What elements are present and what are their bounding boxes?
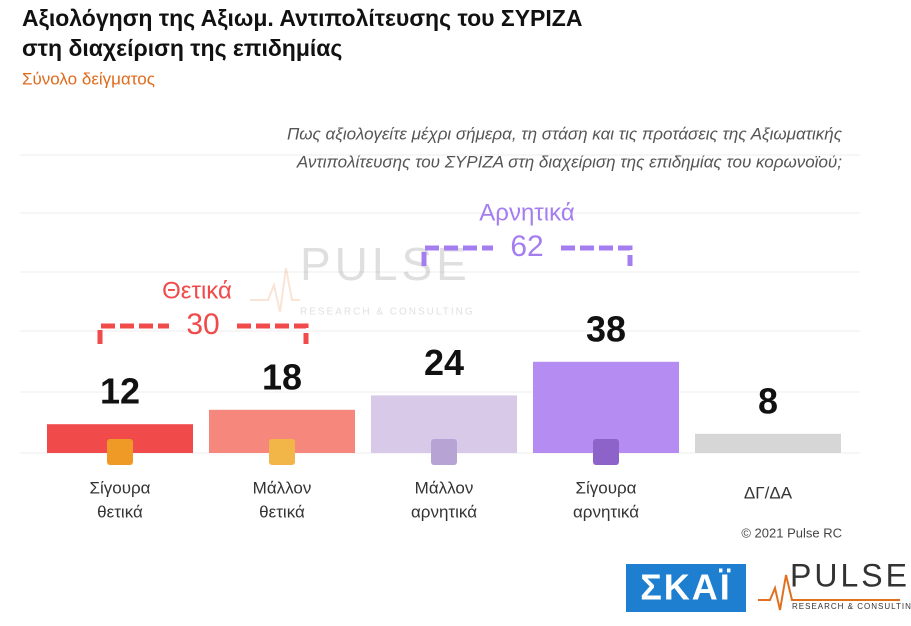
- value-label: 8: [758, 380, 778, 421]
- pollster-tagline: RESEARCH & CONSULTING: [792, 602, 911, 611]
- watermark-tagline: RESEARCH & CONSULTING: [300, 307, 475, 318]
- chart-title: Αξιολόγηση της Αξιωμ. Αντιπολίτευσης του…: [22, 5, 582, 31]
- broadcaster-logo-bg: [626, 564, 746, 612]
- bar: [533, 361, 679, 453]
- x-tick-label: αρνητικά: [573, 502, 639, 521]
- icon: [431, 439, 457, 465]
- x-tick-label: θετικά: [97, 502, 143, 521]
- x-tick-label: Σίγουρα: [575, 478, 636, 497]
- question: Αντιπολίτευσης του ΣΥΡΙΖΑ στη διαχείριση…: [296, 152, 842, 171]
- bar: [695, 433, 841, 453]
- bracket: [237, 323, 309, 344]
- icon: [593, 439, 619, 465]
- copyright: © 2021 Pulse RC: [741, 525, 842, 540]
- question: Πως αξιολογείτε μέχρι σήμερα, τη στάση κ…: [287, 124, 843, 143]
- value-label: 18: [262, 356, 302, 397]
- x-tick-label: Μάλλον: [253, 478, 312, 497]
- x-tick-label: αρνητικά: [411, 502, 477, 521]
- x-tick-label: Μάλλον: [415, 478, 474, 497]
- x-tick-label: Σίγουρα: [89, 478, 150, 497]
- watermark: PULSE RESEARCH & CONSULTING: [250, 238, 475, 318]
- group-label: Θετικά: [162, 277, 232, 304]
- pollster-logo-pulse: [758, 574, 900, 611]
- value-label: 24: [424, 342, 464, 383]
- icon: [269, 439, 295, 465]
- chart-title: στη διαχείριση της επιδημίας: [22, 35, 342, 61]
- pollster-logo: PULSE: [790, 557, 910, 593]
- gridlines: [20, 154, 860, 454]
- broadcaster-logo: ΣΚΑΪ: [640, 567, 732, 608]
- group-value: 30: [186, 308, 219, 341]
- chart-subtitle: Σύνολο δείγματος: [22, 69, 155, 88]
- x-tick-label: ΔΓ/ΔΑ: [744, 483, 793, 502]
- bracket: [421, 245, 493, 266]
- group-label: Αρνητικά: [479, 199, 575, 226]
- value-label: 12: [100, 371, 140, 412]
- watermark-logo: PULSE: [300, 238, 471, 290]
- bracket: [561, 245, 633, 266]
- x-tick-label: θετικά: [259, 502, 305, 521]
- group-value: 62: [510, 230, 543, 263]
- icon: [107, 439, 133, 465]
- bracket: [97, 323, 169, 344]
- value-label: 38: [586, 308, 626, 349]
